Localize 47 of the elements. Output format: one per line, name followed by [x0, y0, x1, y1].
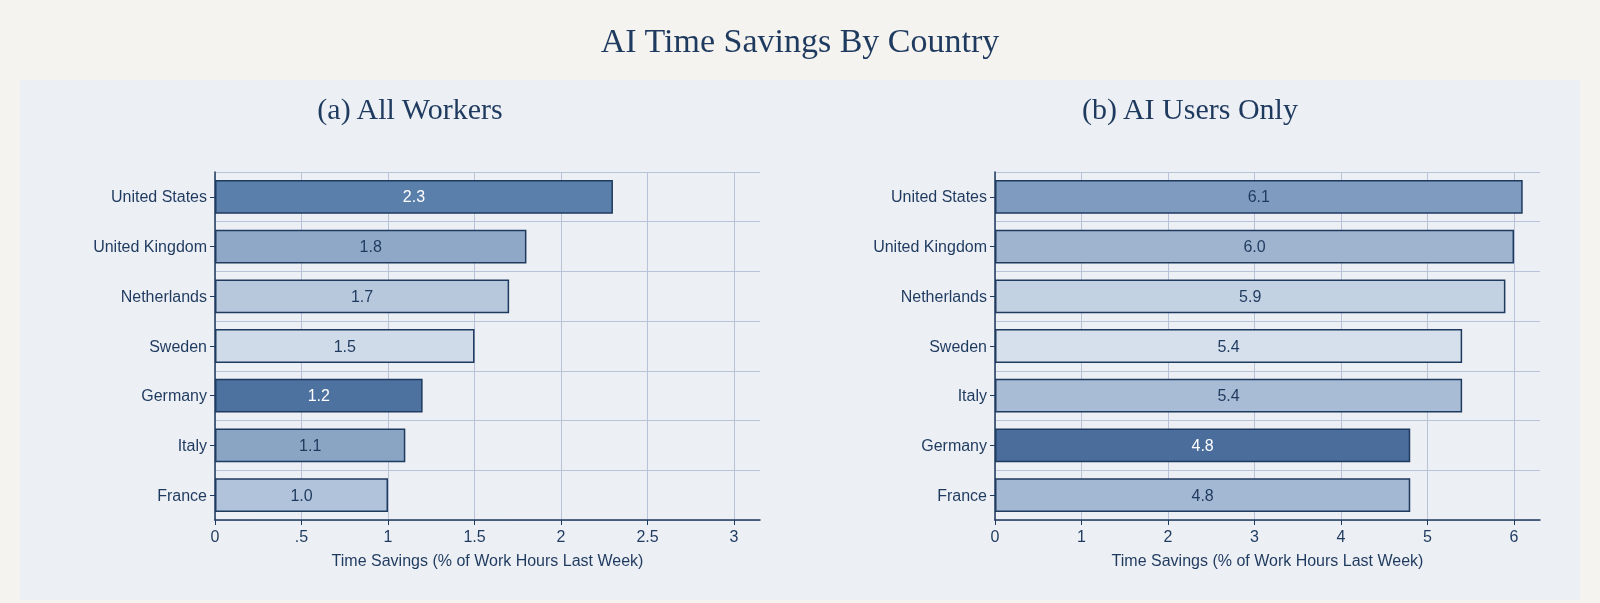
- x-tick-label: 1: [1077, 527, 1087, 545]
- data-label: 2.3: [402, 188, 426, 206]
- y-tick-label: Italy: [957, 387, 987, 405]
- x-axis-title: Time Savings (% of Work Hours Last Week): [331, 551, 644, 569]
- chart-title: AI Time Savings By Country: [599, 22, 1001, 60]
- y-tick-label: Germany: [141, 387, 207, 405]
- data-label: 1.7: [350, 287, 374, 305]
- y-tick-label: France: [937, 486, 988, 504]
- data-label: 1.1: [299, 436, 322, 454]
- data-label: 1.2: [307, 387, 331, 405]
- y-tick-label: United Kingdom: [93, 238, 207, 256]
- x-axis-title: Time Savings (% of Work Hours Last Week): [1111, 551, 1424, 569]
- y-tick-label: Netherlands: [900, 287, 987, 305]
- x-tick-label: 2: [1163, 527, 1173, 545]
- data-label: 6.1: [1247, 188, 1271, 206]
- x-tick-label: 1: [383, 527, 393, 545]
- chart-subtitle: (b) AI Users Only: [1082, 91, 1298, 126]
- y-tick-label: United States: [890, 188, 987, 206]
- y-tick-label: France: [157, 486, 208, 504]
- y-tick-label: Italy: [177, 436, 207, 454]
- x-tick-label: 4: [1336, 527, 1346, 545]
- data-label: 4.8: [1191, 436, 1214, 454]
- data-label: 4.8: [1191, 486, 1214, 504]
- data-label: 5.4: [1217, 337, 1240, 355]
- x-tick-label: 3: [1250, 527, 1260, 545]
- y-tick-label: Germany: [921, 436, 987, 454]
- x-tick-label: 0: [990, 527, 1000, 545]
- x-tick-label: 2: [556, 527, 566, 545]
- y-tick-label: United Kingdom: [873, 238, 987, 256]
- chart-subtitle: (a) All Workers: [317, 91, 503, 126]
- x-tick-label: .5: [294, 527, 309, 545]
- data-label: 5.4: [1217, 387, 1240, 405]
- x-tick-label: 5: [1423, 527, 1433, 545]
- x-tick-label: 1.5: [463, 527, 486, 545]
- data-label: 1.0: [290, 486, 313, 504]
- data-label: 1.5: [333, 337, 356, 355]
- data-label: 5.9: [1239, 287, 1262, 305]
- x-tick-label: 6: [1509, 527, 1519, 545]
- y-tick-label: United States: [110, 188, 207, 206]
- y-tick-label: Netherlands: [120, 287, 207, 305]
- y-tick-label: Sweden: [149, 337, 207, 355]
- y-tick-label: Sweden: [929, 337, 987, 355]
- data-label: 6.0: [1243, 238, 1266, 256]
- x-tick-label: 2.5: [636, 527, 659, 545]
- x-tick-label: 3: [729, 527, 739, 545]
- x-tick-label: 0: [210, 527, 220, 545]
- data-label: 1.8: [359, 238, 382, 256]
